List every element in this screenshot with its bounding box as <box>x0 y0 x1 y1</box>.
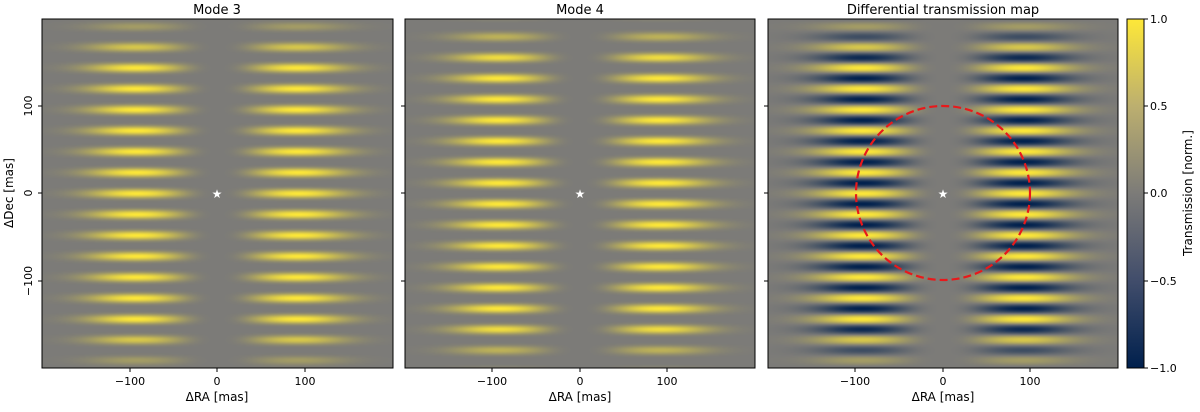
y-axis <box>401 105 405 282</box>
panel-mode-3: Mode 3 −100 0 100 ΔRA [mas] 100 0 −100 Δ… <box>2 3 394 404</box>
panel-title: Mode 4 <box>556 3 604 18</box>
x-tick-label: 0 <box>214 375 221 388</box>
x-tick-label: 0 <box>577 375 584 388</box>
x-axis: −100 0 100 ΔRA [mas] <box>115 368 316 404</box>
panel-title: Mode 3 <box>193 3 241 18</box>
colorbar-tick-label: 1.0 <box>1150 13 1168 26</box>
x-axis-label: ΔRA [mas] <box>549 390 612 404</box>
dashed-circle <box>854 104 1032 282</box>
x-tick-label: 100 <box>657 375 678 388</box>
x-axis-label: ΔRA [mas] <box>186 390 249 404</box>
x-tick-label: 100 <box>1020 375 1041 388</box>
x-tick-label: −100 <box>840 375 870 388</box>
heatmap-image <box>405 19 755 368</box>
colorbar-tick-label: 0.0 <box>1150 187 1168 200</box>
star-marker: ★ <box>575 187 586 201</box>
star-marker: ★ <box>212 187 223 201</box>
x-axis: −100 0 100 ΔRA [mas] <box>477 368 678 404</box>
colorbar-tick-label: −0.5 <box>1150 275 1177 288</box>
heatmap-image <box>42 19 393 368</box>
colorbar-tick-label: 0.5 <box>1150 100 1168 113</box>
colorbar-tick-label: −1.0 <box>1150 362 1177 375</box>
y-axis-label: ΔDec [mas] <box>2 158 16 228</box>
x-axis: −100 0 100 ΔRA [mas] <box>840 368 1041 404</box>
heatmap-image <box>768 19 1118 368</box>
panel-mode-4: Mode 4 −100 0 100 ΔRA [mas] ★ <box>401 3 756 404</box>
x-tick-label: −100 <box>115 375 145 388</box>
x-axis-label: ΔRA [mas] <box>912 390 975 404</box>
panel-differential: Differential transmission map −100 0 100… <box>764 3 1119 404</box>
y-tick-label: −100 <box>22 266 35 296</box>
panel-title: Differential transmission map <box>847 3 1039 18</box>
y-tick-label: 100 <box>22 96 35 117</box>
y-tick-label: 0 <box>22 190 35 197</box>
x-tick-label: −100 <box>477 375 507 388</box>
x-tick-label: 0 <box>940 375 947 388</box>
y-axis: 100 0 −100 ΔDec [mas] <box>2 96 42 296</box>
colorbar-label: Transmission [norm.] <box>1181 130 1195 257</box>
x-tick-label: 100 <box>295 375 316 388</box>
y-axis <box>764 105 768 282</box>
star-marker: ★ <box>938 187 949 201</box>
colorbar-gradient <box>1126 18 1145 369</box>
colorbar: 1.0 0.5 0.0 −0.5 −1.0 Transmission [norm… <box>1126 13 1195 375</box>
